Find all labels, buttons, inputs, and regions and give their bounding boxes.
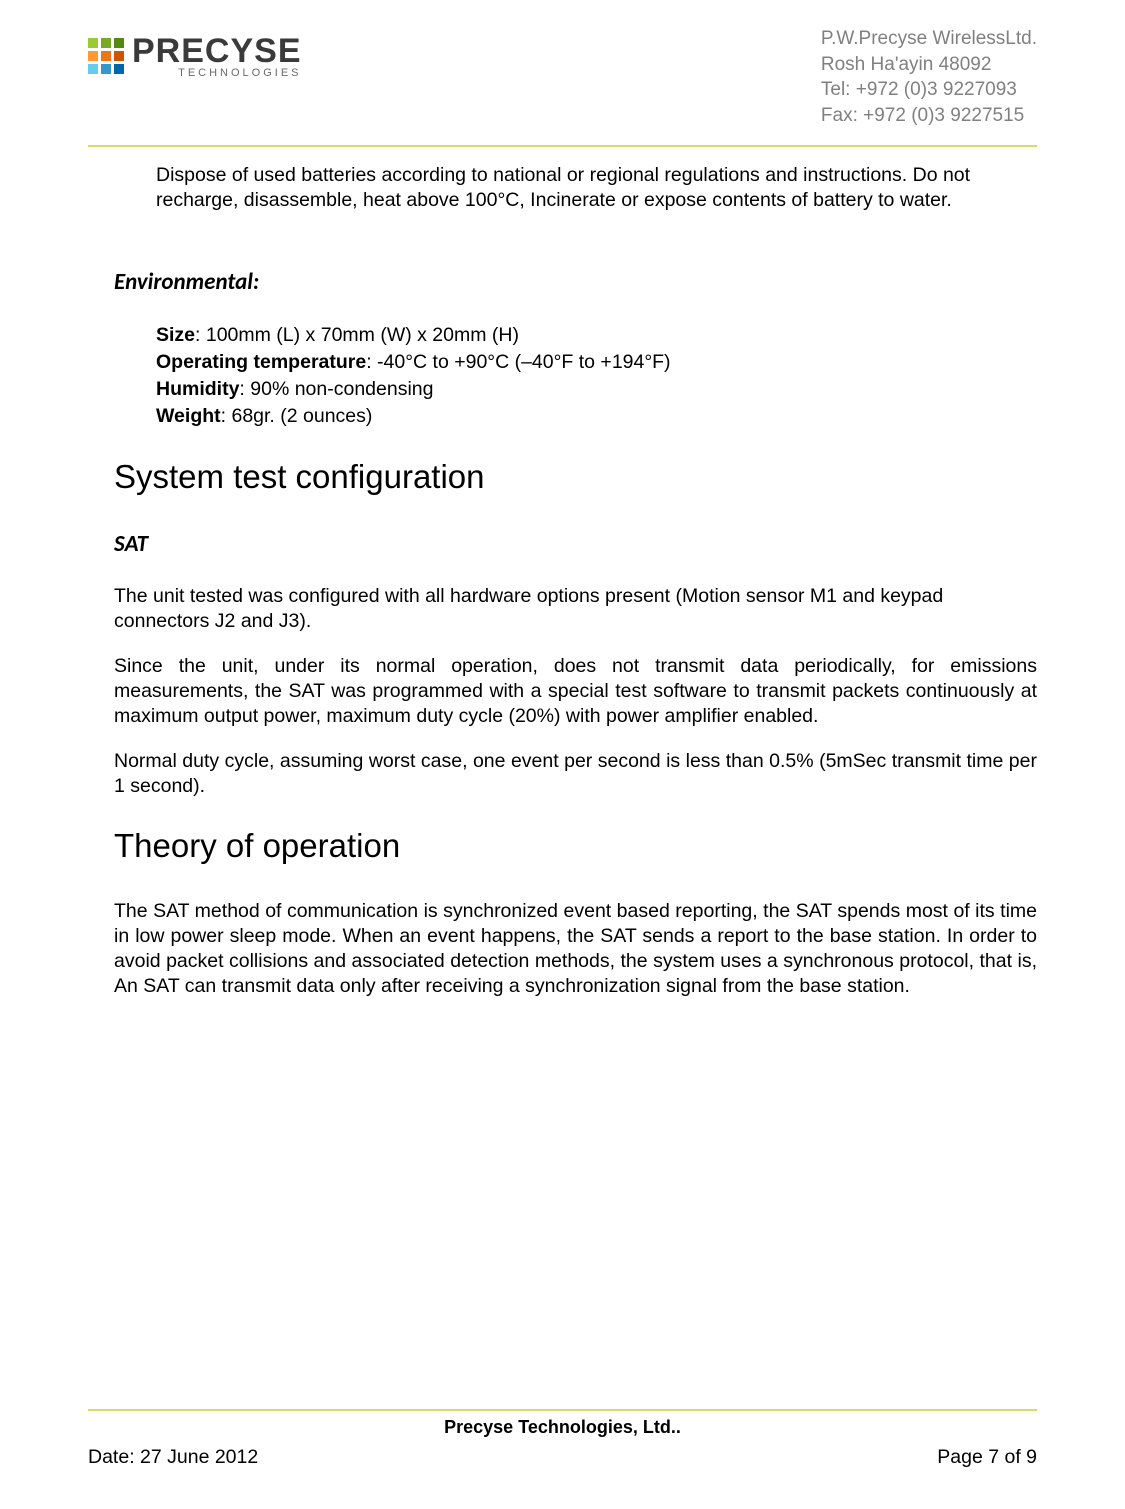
sat-paragraph-3: Normal duty cycle, assuming worst case, … xyxy=(114,749,1037,799)
spec-value: : -40°C to +90°C (–40°F to +194°F) xyxy=(366,351,670,373)
logo-dot xyxy=(101,64,111,74)
company-fax-line: Fax: +972 (0)3 9227515 xyxy=(821,103,1037,129)
spec-list: Size: 100mm (L) x 70mm (W) x 20mm (H) Op… xyxy=(156,322,1037,430)
company-tel-line: Tel: +972 (0)3 9227093 xyxy=(821,77,1037,103)
spec-label: Operating temperature xyxy=(156,351,366,373)
header-divider xyxy=(88,145,1037,147)
spec-label: Weight xyxy=(156,405,221,427)
environmental-heading: Environmental: xyxy=(114,268,1037,296)
logo-dot xyxy=(114,64,124,74)
spec-value: : 90% non-condensing xyxy=(239,378,433,400)
spec-label: Humidity xyxy=(156,378,239,400)
logo-dot xyxy=(88,38,98,48)
logo-text: PRECYSE xyxy=(132,32,302,71)
footer-company: Precyse Technologies, Ltd.. xyxy=(88,1417,1037,1438)
logo-dot xyxy=(88,64,98,74)
spec-value: : 68gr. (2 ounces) xyxy=(221,405,373,427)
page-header: PRECYSE TECHNOLOGIES P.W.Precyse Wireles… xyxy=(88,24,1037,145)
logo-dot xyxy=(101,38,111,48)
company-name-line: P.W.Precyse WirelessLtd. xyxy=(821,26,1037,52)
theory-paragraph: The SAT method of communication is synch… xyxy=(114,899,1037,999)
spec-row-temp: Operating temperature: -40°C to +90°C (–… xyxy=(156,349,1037,376)
spec-label: Size xyxy=(156,324,195,346)
footer-date: Date: 27 June 2012 xyxy=(88,1446,258,1469)
sat-paragraph-1: The unit tested was configured with all … xyxy=(114,584,1037,634)
spec-row-humidity: Humidity: 90% non-condensing xyxy=(156,376,1037,403)
logo-dot xyxy=(114,51,124,61)
logo-dot xyxy=(88,51,98,61)
theory-heading: Theory of operation xyxy=(114,827,1037,865)
logo-subtext: TECHNOLOGIES xyxy=(132,67,302,79)
spec-value: : 100mm (L) x 70mm (W) x 20mm (H) xyxy=(195,324,519,346)
system-test-heading: System test configuration xyxy=(114,458,1037,496)
dispose-paragraph: Dispose of used batteries according to n… xyxy=(156,163,1037,213)
company-logo: PRECYSE TECHNOLOGIES xyxy=(88,24,302,79)
spec-row-weight: Weight: 68gr. (2 ounces) xyxy=(156,403,1037,430)
sat-paragraph-2: Since the unit, under its normal operati… xyxy=(114,654,1037,729)
spec-row-size: Size: 100mm (L) x 70mm (W) x 20mm (H) xyxy=(156,322,1037,349)
logo-dot xyxy=(114,38,124,48)
sat-heading: SAT xyxy=(114,530,1037,558)
logo-dot xyxy=(101,51,111,61)
page-footer: Precyse Technologies, Ltd.. Date: 27 Jun… xyxy=(88,1409,1037,1469)
company-address: P.W.Precyse WirelessLtd. Rosh Ha'ayin 48… xyxy=(821,24,1037,129)
company-city-line: Rosh Ha'ayin 48092 xyxy=(821,52,1037,78)
logo-icon xyxy=(88,38,124,74)
footer-page-number: Page 7 of 9 xyxy=(937,1446,1037,1469)
footer-divider xyxy=(88,1409,1037,1411)
